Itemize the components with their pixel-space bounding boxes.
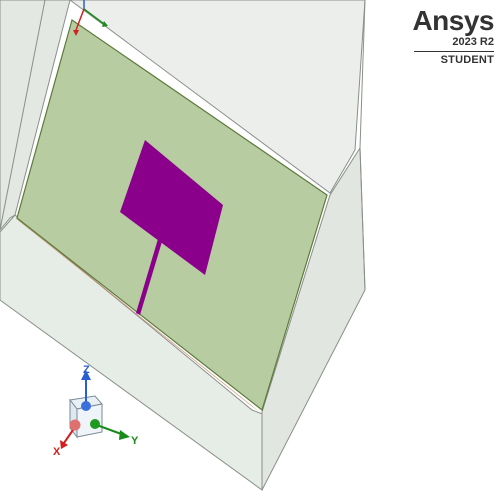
product-name: Ansys [412,5,494,36]
air-box-edge [359,147,366,291]
y-axis-label: Y [131,435,139,447]
x-axis-label: X [53,446,61,458]
air-box-edge [0,0,46,231]
y-axis-arrow [119,430,130,440]
air-box-top-face[interactable] [45,0,366,194]
z-axis-ball [81,401,91,411]
orientation-triad[interactable]: Z Y X [53,364,139,458]
x-axis-ball [69,419,81,431]
air-box-left-face[interactable] [0,0,71,231]
x-axis-arrow [60,440,68,449]
z-axis-label: Z [83,364,90,376]
y-axis-ball [90,419,100,429]
ground-plane-edge [15,218,260,412]
watermark-divider [414,51,494,52]
product-edition: STUDENT [440,54,494,66]
air-box-edge [359,0,366,149]
origin-triad [73,0,108,36]
product-version: 2023 R2 [452,36,494,48]
ansys-student-watermark: Ansys 2023 R2 STUDENT [384,6,494,67]
patch[interactable] [120,140,223,275]
z-axis-arrow [81,370,91,380]
feed-line[interactable] [136,222,167,315]
